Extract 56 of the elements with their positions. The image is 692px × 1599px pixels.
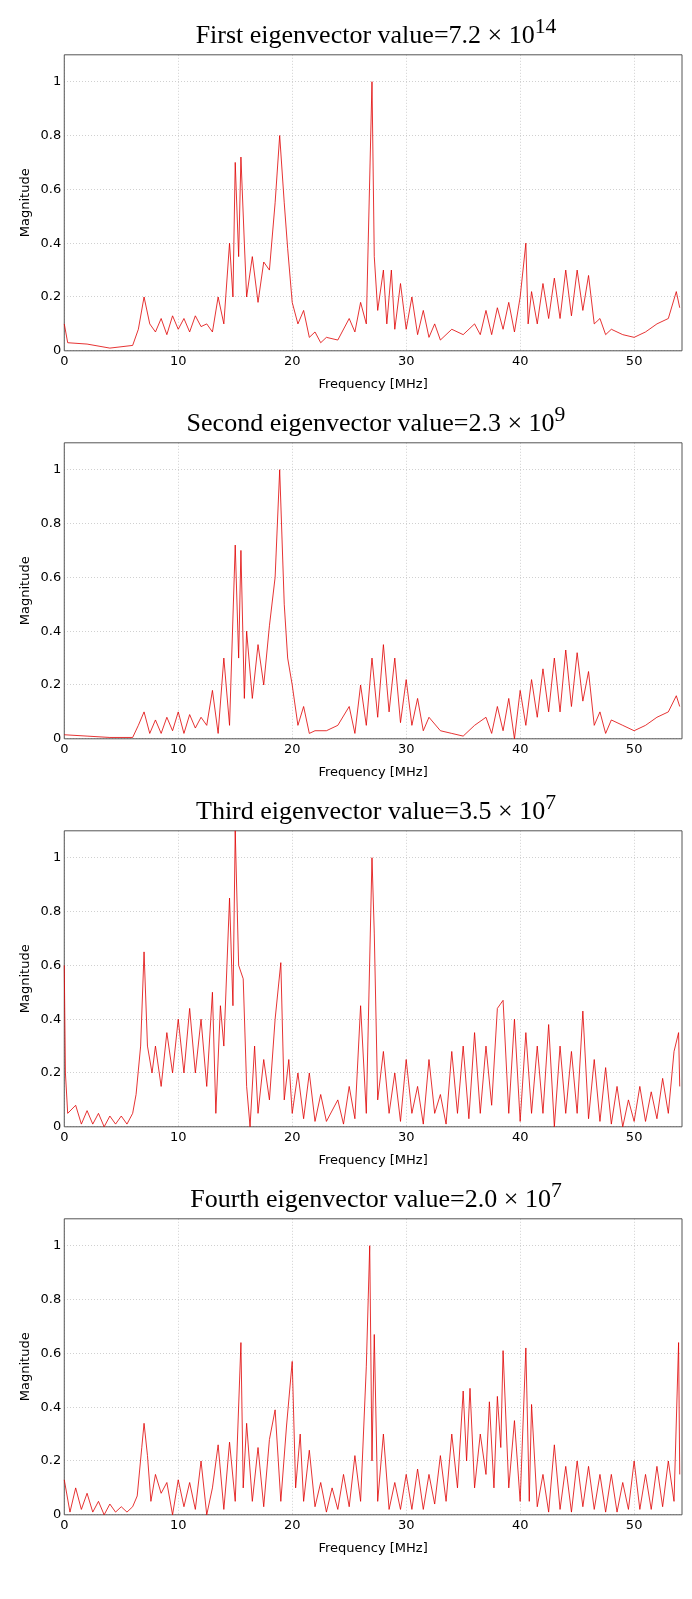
x-tick-label: 10 bbox=[169, 352, 187, 368]
x-tick-label: 30 bbox=[397, 740, 415, 756]
x-tick-label: 20 bbox=[283, 1516, 301, 1532]
y-tick-label: 0 bbox=[52, 1506, 62, 1522]
y-tick-label: 0.6 bbox=[40, 956, 62, 972]
y-tick-label: 0.4 bbox=[40, 234, 62, 250]
x-tick-label: 30 bbox=[397, 352, 415, 368]
y-tick-label: 0.4 bbox=[40, 1010, 62, 1026]
x-tick-label: 30 bbox=[397, 1128, 415, 1144]
y-tick-label: 1 bbox=[52, 849, 62, 865]
y-tick-label: 0 bbox=[52, 342, 62, 358]
x-tick-label: 10 bbox=[169, 1128, 187, 1144]
y-tick-label: 0 bbox=[52, 1118, 62, 1134]
chart-title: Third eigenvector value=3.5 × 10$^{7}$ bbox=[195, 789, 557, 825]
y-tick-label: 0.8 bbox=[40, 902, 62, 918]
chart-title: Second eigenvector value=2.3 × 10$^{9}$ bbox=[185, 401, 567, 437]
x-tick-label: 10 bbox=[169, 1516, 187, 1532]
y-tick-label: 0.6 bbox=[40, 1344, 62, 1360]
x-axis-title: Frequency [MHz] bbox=[318, 1539, 428, 1555]
y-tick-label: 0.6 bbox=[40, 568, 62, 584]
y-tick-label: 0.2 bbox=[40, 676, 62, 692]
x-axis-title: Frequency [MHz] bbox=[318, 1151, 428, 1167]
x-tick-label: 50 bbox=[625, 1128, 643, 1144]
x-tick-label: 40 bbox=[511, 740, 529, 756]
x-tick-label: 40 bbox=[511, 1128, 529, 1144]
y-tick-label: 0.8 bbox=[40, 126, 62, 142]
chart-title: First eigenvector value=7.2 × 10$^{14}$ bbox=[194, 13, 558, 49]
y-tick-label: 1 bbox=[52, 1237, 62, 1253]
y-tick-label: 0.4 bbox=[40, 1398, 62, 1414]
y-tick-label: 1 bbox=[52, 73, 62, 89]
y-tick-label: 0.4 bbox=[40, 622, 62, 638]
x-tick-label: 20 bbox=[283, 1128, 301, 1144]
x-tick-label: 30 bbox=[397, 1516, 415, 1532]
x-tick-label: 50 bbox=[625, 352, 643, 368]
y-tick-label: 0.8 bbox=[40, 1290, 62, 1306]
y-axis-title: Magnitude bbox=[17, 1332, 33, 1402]
y-tick-label: 0 bbox=[52, 730, 62, 746]
x-tick-label: 20 bbox=[283, 352, 301, 368]
y-axis-title: Magnitude bbox=[17, 556, 33, 626]
x-tick-label: 50 bbox=[625, 740, 643, 756]
y-tick-label: 1 bbox=[52, 461, 62, 477]
y-tick-label: 0.2 bbox=[40, 288, 62, 304]
y-axis-title: Magnitude bbox=[17, 944, 33, 1014]
x-tick-label: 20 bbox=[283, 740, 301, 756]
y-axis-title: Magnitude bbox=[17, 168, 33, 238]
x-tick-label: 10 bbox=[169, 740, 187, 756]
y-tick-label: 0.8 bbox=[40, 514, 62, 530]
x-tick-label: 40 bbox=[511, 352, 529, 368]
x-axis-title: Frequency [MHz] bbox=[318, 375, 428, 391]
x-tick-label: 40 bbox=[511, 1516, 529, 1532]
y-tick-label: 0.2 bbox=[40, 1452, 62, 1468]
x-axis-title: Frequency [MHz] bbox=[318, 763, 428, 779]
chart-title: Fourth eigenvector value=2.0 × 10$^{7}$ bbox=[189, 1177, 563, 1213]
x-tick-label: 50 bbox=[625, 1516, 643, 1532]
y-tick-label: 0.2 bbox=[40, 1064, 62, 1080]
y-tick-label: 0.6 bbox=[40, 180, 62, 196]
